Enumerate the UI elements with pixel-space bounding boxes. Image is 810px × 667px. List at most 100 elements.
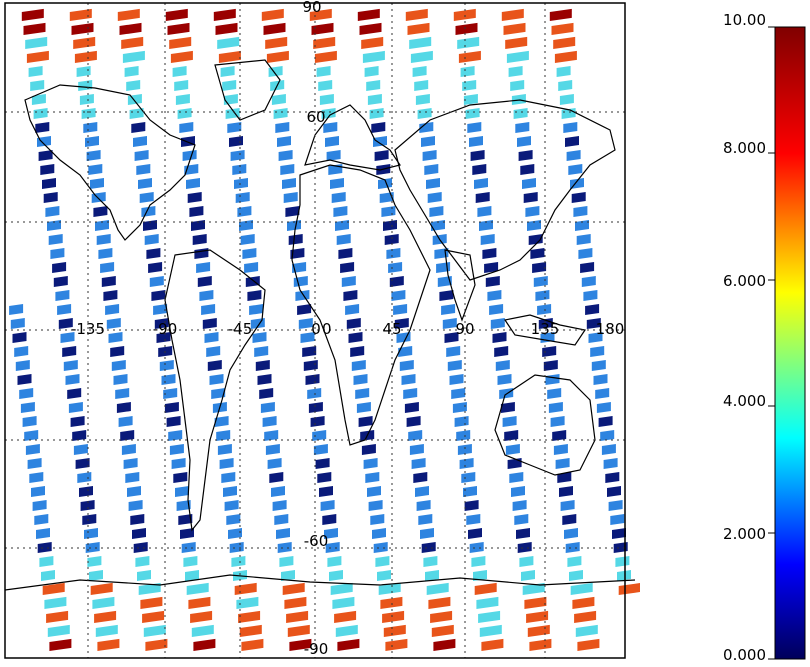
swath-segment — [25, 37, 47, 49]
colorbar-tick-8: 8.000 — [723, 139, 766, 157]
swath-segment — [475, 583, 497, 595]
swath-segment — [41, 570, 55, 581]
swath-segment — [194, 248, 208, 259]
swath-segment — [465, 500, 479, 511]
swath-segment — [109, 332, 123, 343]
swath-segment — [361, 37, 383, 49]
swath-segment — [174, 80, 188, 91]
swath-segment — [554, 444, 568, 455]
swath-segment — [49, 639, 71, 651]
swath-segment — [234, 178, 248, 189]
swath-segment — [375, 150, 389, 161]
colorbar-tick-10: 10.00 — [723, 11, 766, 29]
swath-segment — [576, 625, 598, 637]
swath-segment — [377, 570, 391, 581]
swath-segment — [266, 444, 280, 455]
swath-segment — [214, 9, 236, 21]
swath-segment — [144, 625, 166, 637]
swath-segment — [571, 583, 593, 595]
coastline-north-america — [25, 85, 195, 240]
swath-segment — [381, 206, 395, 217]
swath-segment — [138, 178, 152, 189]
swath-segment — [11, 318, 25, 329]
swath-segment — [504, 430, 518, 441]
swath-segment — [352, 360, 366, 371]
swath-segment — [510, 80, 524, 91]
swath-segment — [263, 416, 277, 427]
swath-segment — [480, 625, 502, 637]
swath-segment — [592, 360, 606, 371]
swath-segment — [312, 430, 326, 441]
swath-segment — [350, 346, 364, 357]
swath-segment — [165, 402, 179, 413]
swath-segment — [365, 472, 379, 483]
swath-segment — [74, 444, 88, 455]
swath-segment — [284, 597, 306, 609]
swath-segment — [140, 192, 154, 203]
swath-segment — [425, 570, 439, 581]
swath-segment — [50, 248, 64, 259]
swath-segment — [42, 178, 56, 189]
swath-segment — [459, 51, 481, 63]
swath-segment — [107, 318, 121, 329]
swath-segment — [276, 528, 290, 539]
swath-segment — [558, 80, 572, 91]
colorbar-labels: 10.00 8.000 6.000 4.000 2.000 0.000 — [723, 11, 766, 663]
swath-segment — [504, 23, 526, 35]
swath-segment — [567, 556, 581, 567]
swath-segment — [451, 388, 465, 399]
swath-segment — [321, 500, 335, 511]
swath-segment — [461, 66, 475, 77]
swath-segment — [102, 276, 116, 287]
swath-segment — [472, 164, 486, 175]
swath-segment — [433, 639, 455, 651]
swath-segment — [331, 583, 353, 595]
swath-segment — [57, 304, 71, 315]
swath-segment — [391, 290, 405, 301]
colorbar-tick-2: 2.000 — [723, 525, 766, 543]
swath-segment — [318, 80, 332, 91]
swath-segment — [439, 290, 453, 301]
swath-segment — [238, 611, 260, 623]
swath-segment — [52, 262, 66, 273]
swath-segment — [79, 486, 93, 497]
swath-segment — [466, 514, 480, 525]
swath-segment — [448, 360, 462, 371]
swath-segment — [24, 430, 38, 441]
swath-segment — [517, 136, 531, 147]
swath-segment — [92, 597, 114, 609]
swath-segment — [417, 500, 431, 511]
swath-segment — [85, 136, 99, 147]
swath-segment — [80, 94, 94, 105]
swath-segment — [564, 528, 578, 539]
swath-segment — [468, 528, 482, 539]
swath-segment — [375, 556, 389, 567]
swath-segment — [160, 360, 174, 371]
swath-segment — [284, 192, 298, 203]
lat-label-neg60: -60 — [304, 532, 329, 550]
swath-segment — [221, 66, 235, 77]
colorbar-tick-0: 0.000 — [723, 646, 766, 663]
swath-segment — [124, 458, 138, 469]
swath-segment — [386, 248, 400, 259]
swath-segment — [369, 500, 383, 511]
swath-segment — [568, 164, 582, 175]
swath-segment — [418, 514, 432, 525]
swath-segment — [19, 388, 33, 399]
swath-segment — [325, 136, 339, 147]
swath-segment — [140, 597, 162, 609]
swath-segment — [337, 639, 359, 651]
swath-segment — [162, 374, 176, 385]
swath-segment — [402, 374, 416, 385]
swath-segment — [413, 472, 427, 483]
swath-segment — [247, 290, 261, 301]
swath-segment — [313, 37, 335, 49]
swath-segment — [612, 528, 626, 539]
swath-segment — [372, 528, 386, 539]
swath-segment — [340, 262, 354, 273]
swath-segment — [259, 388, 273, 399]
swath-segment — [309, 402, 323, 413]
lon-label-180: 180 — [596, 320, 625, 338]
swath-segment — [503, 416, 517, 427]
swath-segment — [241, 639, 263, 651]
